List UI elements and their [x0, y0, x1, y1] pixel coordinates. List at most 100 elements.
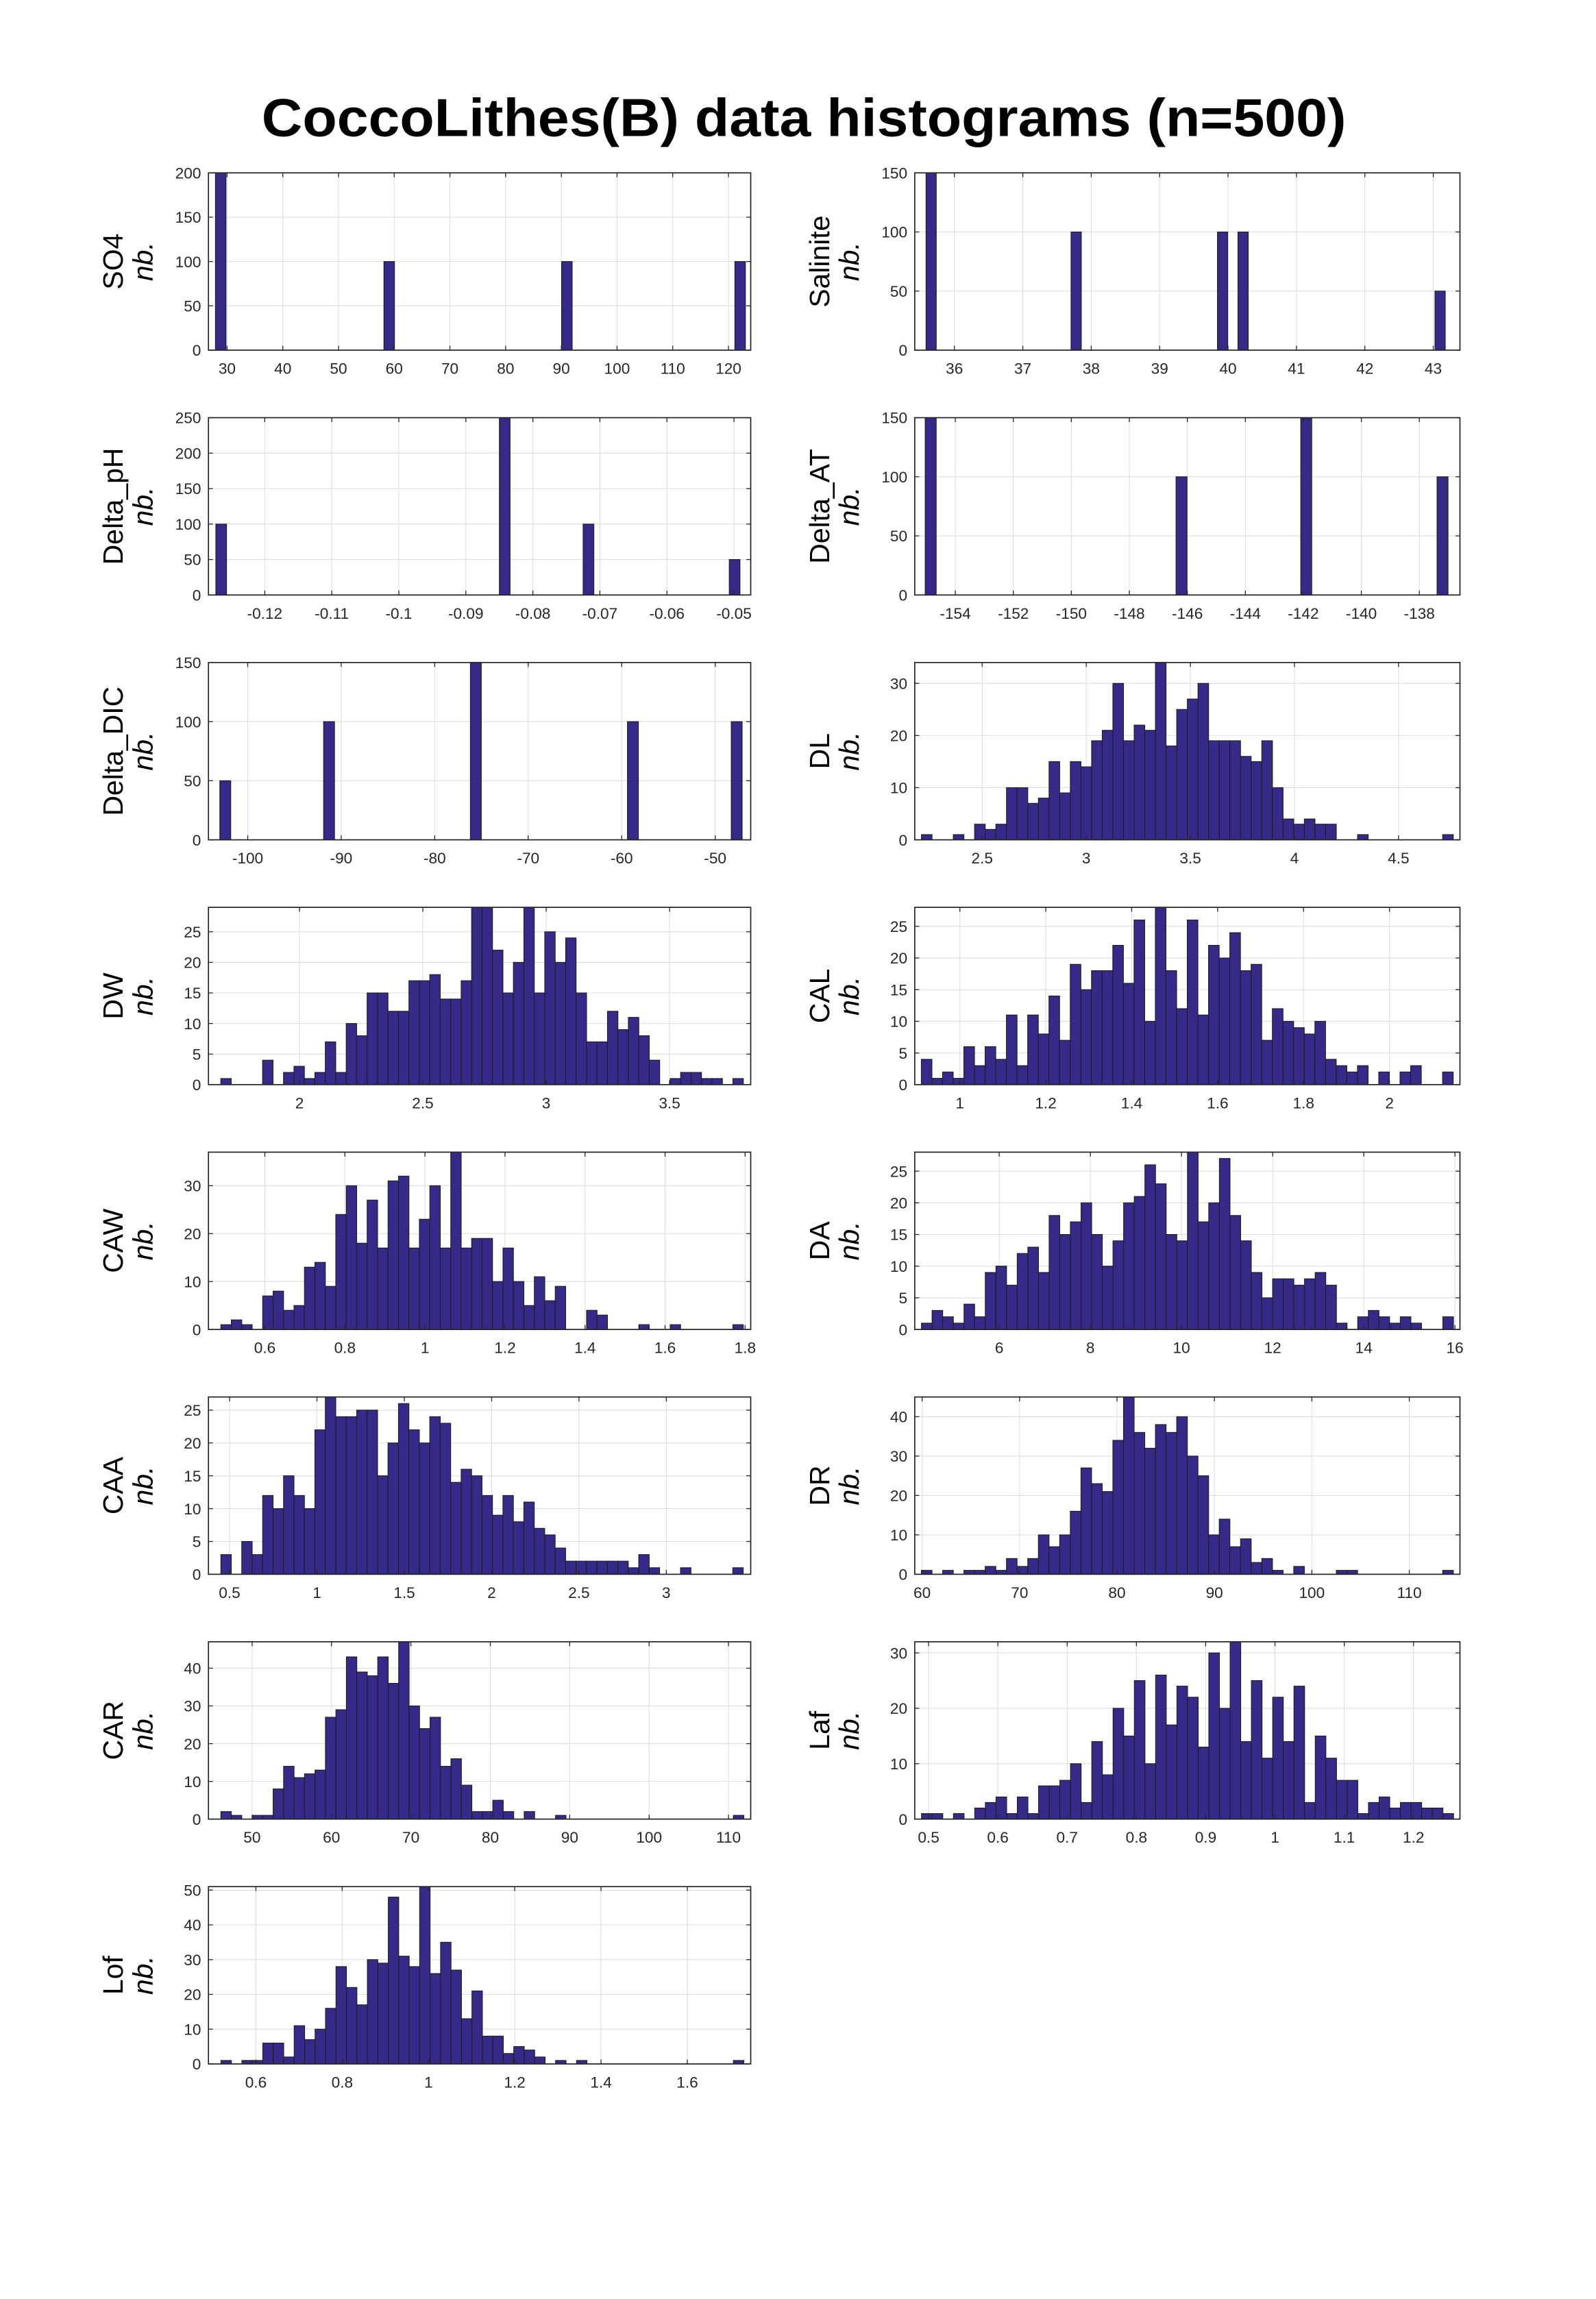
histogram-bar: [304, 1508, 316, 1575]
histogram-bar: [304, 1266, 316, 1330]
y-tick-label: 20: [184, 1225, 201, 1242]
histogram-bar: [1101, 730, 1114, 841]
histogram-bar: [974, 1065, 986, 1085]
histogram-bar: [440, 1766, 452, 1820]
histogram-bar: [1187, 1697, 1199, 1820]
histogram-bar: [314, 1429, 326, 1575]
histogram-bar: [953, 1323, 965, 1330]
histogram-bar: [251, 1554, 263, 1575]
histogram-bar: [1166, 1431, 1177, 1575]
histogram-bar: [346, 1987, 358, 2065]
histogram-bar: [1123, 1735, 1135, 1820]
histogram-bar: [1442, 1570, 1454, 1575]
histogram-bar: [273, 2042, 284, 2065]
histogram-bar: [345, 1656, 358, 1820]
histogram-bar: [1006, 1558, 1018, 1575]
histogram-bar: [1027, 1558, 1039, 1575]
histogram-bar: [439, 1247, 452, 1330]
histogram-bar: [985, 1272, 996, 1330]
histogram-bar: [931, 1078, 944, 1085]
histogram-bar: [628, 1017, 639, 1085]
histogram-bar: [953, 1813, 965, 1820]
histogram-bar: [1303, 818, 1316, 841]
histogram-bar: [356, 1035, 368, 1085]
x-tick-label: 3.5: [1179, 850, 1201, 867]
histogram-bar: [1048, 1215, 1061, 1330]
histogram-bar: [1218, 1519, 1231, 1575]
histogram-bar: [1218, 957, 1231, 1085]
histogram-bar: [734, 261, 746, 351]
histogram-bar: [1187, 1151, 1199, 1330]
histogram-bar: [335, 1966, 347, 2065]
histogram-bar: [1006, 1014, 1018, 1085]
y-tick-label: 50: [184, 773, 201, 790]
y-tick-label: 10: [184, 1016, 201, 1033]
histogram-bar: [1155, 1424, 1167, 1575]
x-tick-label: -150: [1056, 605, 1087, 622]
histogram-bar: [1197, 1014, 1210, 1085]
histogram-bar: [985, 828, 996, 841]
x-tick-label: 2: [295, 1094, 304, 1111]
histogram-bar: [1176, 1416, 1188, 1575]
y-tick-label: 100: [175, 254, 201, 271]
y-axis-unit-label: nb.: [127, 487, 158, 526]
histogram-bar: [387, 1011, 399, 1085]
histogram-bar: [1368, 1310, 1379, 1330]
histogram-bar: [1251, 1562, 1262, 1575]
x-tick-label: 0.8: [1126, 1829, 1147, 1846]
histogram-bar: [1080, 1202, 1092, 1330]
x-tick-label: -146: [1172, 605, 1203, 622]
y-tick-label: 0: [898, 1566, 907, 1584]
histogram-bar: [732, 1078, 744, 1085]
x-tick-label: 3: [1082, 850, 1091, 867]
axes-box: [913, 1396, 1461, 1575]
y-tick-label: 150: [175, 654, 201, 672]
histogram-bar: [419, 1218, 430, 1330]
histogram-bar: [1070, 761, 1081, 841]
histogram-bar: [220, 1078, 232, 1085]
histogram-bar: [582, 524, 595, 595]
x-tick-label: 1: [1270, 1829, 1279, 1846]
histogram-bar: [471, 907, 482, 1085]
y-tick-label: 0: [898, 1077, 907, 1094]
histogram-bar: [1038, 798, 1050, 841]
histogram-bar: [1048, 995, 1060, 1085]
histogram-bar: [1102, 1266, 1114, 1330]
histogram-bar: [293, 2025, 306, 2065]
y-tick-label: 0: [193, 1566, 201, 1584]
histogram-bar: [1442, 834, 1454, 841]
histogram-bar: [1176, 1240, 1188, 1330]
y-axis-label: SO4: [97, 234, 129, 290]
histogram-bar: [367, 1410, 378, 1575]
histogram-bar: [1027, 1014, 1039, 1085]
x-tick-label: -0.09: [448, 605, 484, 622]
histogram-bar: [1197, 1475, 1210, 1575]
histogram-bar: [345, 1185, 358, 1330]
x-tick-label: 2.5: [568, 1584, 589, 1601]
histogram-bar: [323, 721, 335, 841]
x-tick-label: 38: [1083, 360, 1100, 378]
histogram-bar: [1027, 1246, 1039, 1330]
histogram-bar: [1187, 1455, 1199, 1575]
x-tick-label: 1.4: [1121, 1094, 1142, 1111]
histogram-bar: [1006, 787, 1018, 841]
x-tick-label: -80: [423, 850, 446, 867]
histogram-bar: [942, 1071, 954, 1085]
x-tick-label: 2.5: [972, 850, 993, 867]
y-tick-label: 200: [175, 164, 201, 182]
histogram-bar: [974, 824, 986, 841]
histogram-bar: [450, 1482, 462, 1575]
histogram-bar: [565, 937, 577, 1085]
histogram-bar: [617, 1560, 629, 1575]
x-tick-label: 6: [995, 1340, 1004, 1357]
histogram-panels: 30 40 50 60 70 80 90 100 110 120050100150200SO4nb…: [97, 164, 1464, 2091]
histogram-bar: [377, 1963, 389, 2065]
histogram-bar: [732, 1324, 744, 1330]
histogram-bar: [1101, 970, 1114, 1085]
histogram-bar: [921, 1323, 933, 1330]
histogram-bar: [325, 2008, 336, 2065]
histogram-bar: [492, 1799, 504, 1820]
